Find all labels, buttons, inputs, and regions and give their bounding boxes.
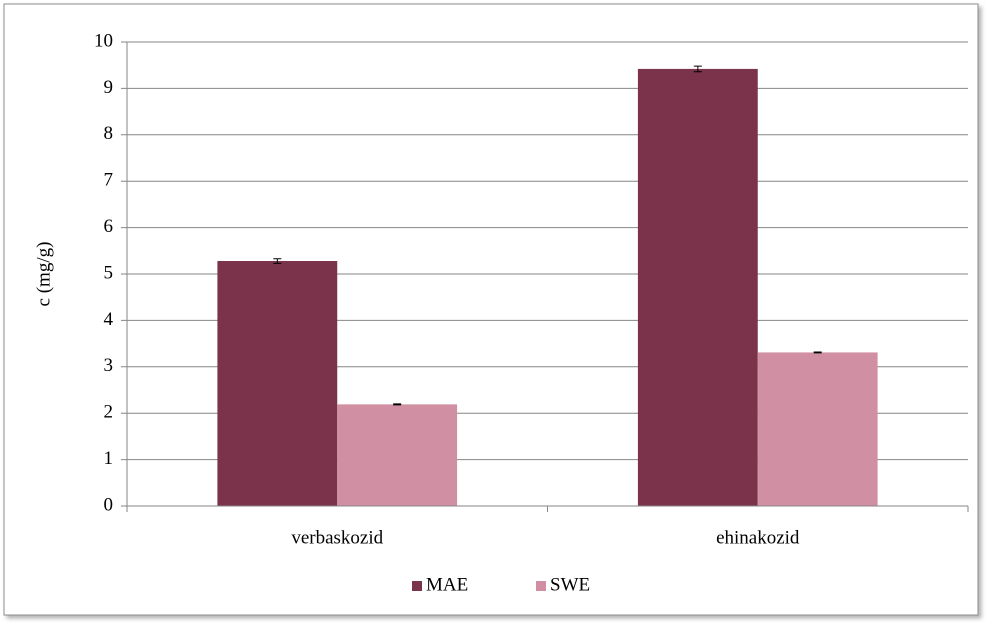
y-tick-label: 1 (104, 448, 114, 469)
y-tick-label: 2 (104, 402, 114, 423)
x-tick-label: ehinakozid (716, 527, 800, 548)
y-tick-label: 10 (94, 30, 113, 51)
bar (337, 404, 458, 506)
y-tick-label: 7 (104, 170, 114, 191)
y-tick-label: 4 (104, 309, 114, 330)
y-axis-label: c (mg/g) (33, 242, 54, 307)
legend-swatch (412, 581, 422, 591)
y-tick-label: 5 (104, 262, 114, 283)
bar (637, 68, 758, 507)
error-bar (693, 65, 702, 73)
y-tick-label: 9 (104, 77, 114, 98)
y-tick-label: 8 (104, 123, 114, 144)
error-bar (393, 403, 402, 406)
y-tick-label: 0 (104, 494, 114, 515)
error-bar (813, 351, 822, 354)
x-tick-label: verbaskozid (291, 527, 383, 548)
legend-label: MAE (426, 574, 468, 595)
legend-label: SWE (550, 574, 590, 595)
legend-swatch (536, 581, 546, 591)
bar (217, 261, 338, 506)
error-bar (273, 258, 282, 264)
y-tick-label: 6 (104, 216, 114, 237)
y-tick-label: 3 (104, 355, 114, 376)
chart-frame (3, 3, 979, 616)
bar (757, 352, 878, 506)
